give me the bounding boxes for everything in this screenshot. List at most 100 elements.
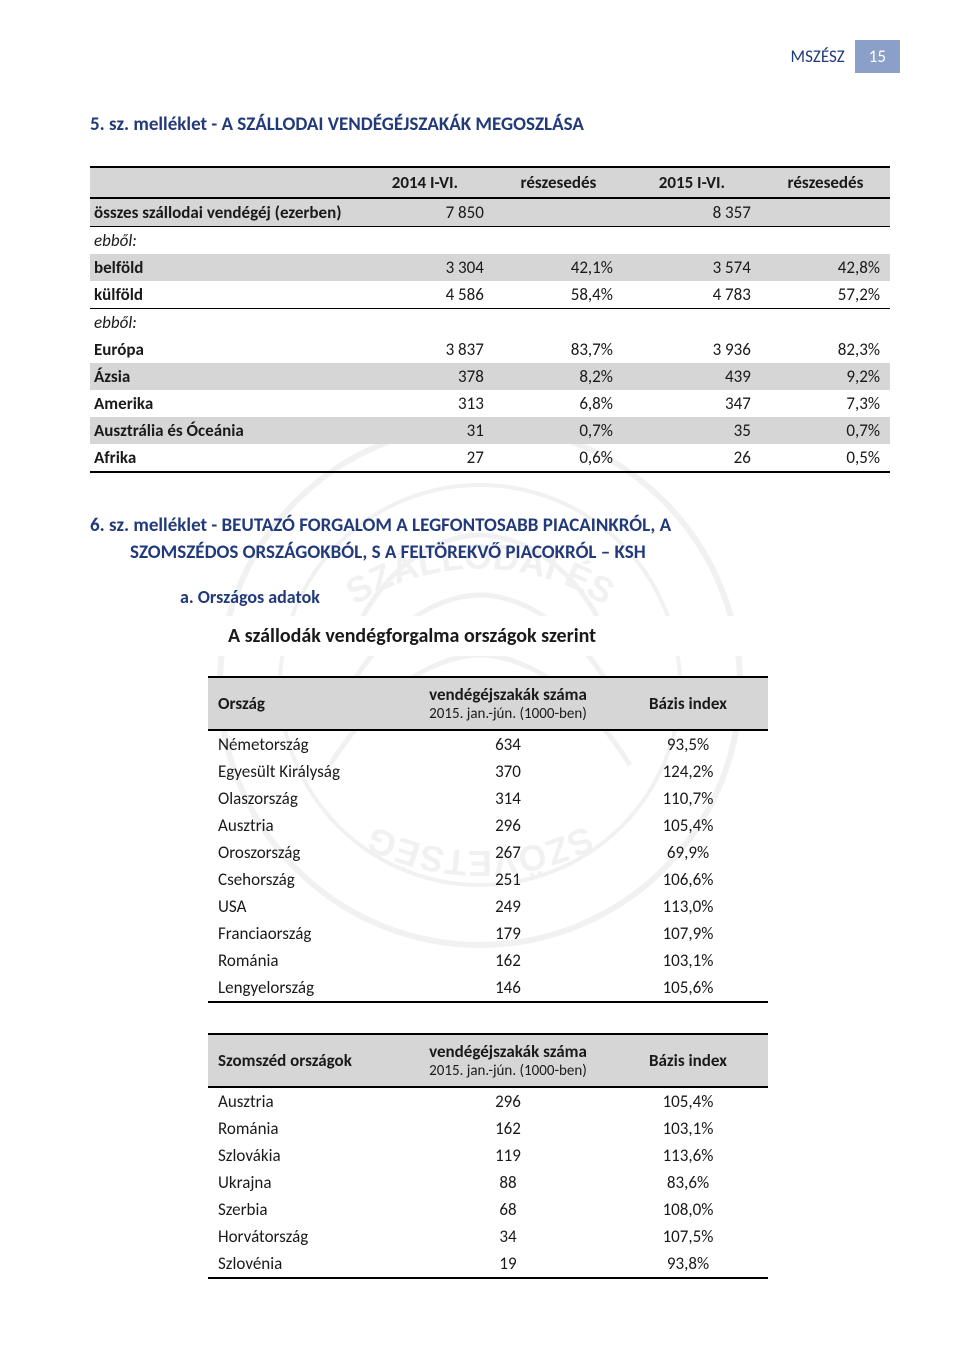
index-value: 107,5%: [608, 1223, 768, 1250]
header-page-number: 15: [855, 40, 900, 73]
country-label: Oroszország: [208, 839, 408, 866]
nights-value: 34: [408, 1223, 608, 1250]
col-share2: részesedés: [761, 167, 890, 198]
neighbor-label: Szerbia: [208, 1196, 408, 1223]
neighbor-label: Horvátország: [208, 1223, 408, 1250]
cell: 378: [356, 363, 494, 390]
nights-value: 179: [408, 920, 608, 947]
cell: [494, 309, 623, 337]
nights-value: 88: [408, 1169, 608, 1196]
cell: [356, 227, 494, 255]
cell: 27: [356, 444, 494, 472]
index-value: 83,6%: [608, 1169, 768, 1196]
cell: [356, 309, 494, 337]
header-label: MSZÉSZ: [791, 40, 855, 73]
index-value: 113,0%: [608, 893, 768, 920]
cell: 4 586: [356, 281, 494, 309]
row-label: Ausztrália és Óceánia: [90, 417, 356, 444]
cell: 8,2%: [494, 363, 623, 390]
country-label: Németország: [208, 730, 408, 758]
country-label: USA: [208, 893, 408, 920]
cell: 3 837: [356, 336, 494, 363]
neighbor-label: Szlovénia: [208, 1250, 408, 1278]
row-label: ebből:: [90, 227, 356, 255]
cell: 57,2%: [761, 281, 890, 309]
table-distribution: 2014 I-VI. részesedés 2015 I-VI. részese…: [90, 166, 890, 473]
t3-h3: Bázis index: [608, 1034, 768, 1087]
cell: 31: [356, 417, 494, 444]
cell: 7 850: [356, 198, 494, 227]
t2-h1: Ország: [208, 677, 408, 730]
section-6-title: 6. sz. melléklet - BEUTAZÓ FORGALOM A LE…: [90, 513, 900, 566]
t3-h1: Szomszéd országok: [208, 1034, 408, 1087]
nights-value: 634: [408, 730, 608, 758]
cell: 347: [623, 390, 761, 417]
cell: 6,8%: [494, 390, 623, 417]
col-2015: 2015 I-VI.: [623, 167, 761, 198]
index-value: 105,4%: [608, 1087, 768, 1115]
nights-value: 19: [408, 1250, 608, 1278]
cell: 83,7%: [494, 336, 623, 363]
cell: 0,5%: [761, 444, 890, 472]
neighbor-label: Ukrajna: [208, 1169, 408, 1196]
row-label: Európa: [90, 336, 356, 363]
cell: [623, 309, 761, 337]
cell: 8 357: [623, 198, 761, 227]
index-value: 93,5%: [608, 730, 768, 758]
cell: 42,1%: [494, 254, 623, 281]
cell: [761, 198, 890, 227]
cell: 3 304: [356, 254, 494, 281]
country-label: Olaszország: [208, 785, 408, 812]
cell: 7,3%: [761, 390, 890, 417]
cell: 58,4%: [494, 281, 623, 309]
section-6a-title: a. Országos adatok: [180, 586, 900, 608]
index-value: 124,2%: [608, 758, 768, 785]
cell: 82,3%: [761, 336, 890, 363]
index-value: 108,0%: [608, 1196, 768, 1223]
country-label: Románia: [208, 947, 408, 974]
nights-value: 146: [408, 974, 608, 1002]
nights-value: 314: [408, 785, 608, 812]
neighbor-label: Románia: [208, 1115, 408, 1142]
row-label: Ázsia: [90, 363, 356, 390]
nights-value: 251: [408, 866, 608, 893]
cell: 0,7%: [761, 417, 890, 444]
cell: [494, 198, 623, 227]
row-label: Amerika: [90, 390, 356, 417]
nights-value: 162: [408, 947, 608, 974]
cell: 26: [623, 444, 761, 472]
section-5-title: 5. sz. melléklet - A SZÁLLODAI VENDÉGÉJS…: [90, 113, 900, 136]
page-header: MSZÉSZ 15: [90, 40, 900, 73]
nights-value: 249: [408, 893, 608, 920]
nights-value: 370: [408, 758, 608, 785]
nights-value: 162: [408, 1115, 608, 1142]
cell: 4 783: [623, 281, 761, 309]
index-value: 106,6%: [608, 866, 768, 893]
country-label: Egyesült Királyság: [208, 758, 408, 785]
index-value: 105,6%: [608, 974, 768, 1002]
nights-value: 119: [408, 1142, 608, 1169]
index-value: 103,1%: [608, 1115, 768, 1142]
neighbor-label: Ausztria: [208, 1087, 408, 1115]
row-label: ebből:: [90, 309, 356, 337]
index-value: 105,4%: [608, 812, 768, 839]
nights-value: 296: [408, 1087, 608, 1115]
cell: 313: [356, 390, 494, 417]
row-label: belföld: [90, 254, 356, 281]
index-value: 110,7%: [608, 785, 768, 812]
cell: [623, 227, 761, 255]
cell: 0,6%: [494, 444, 623, 472]
table-2-title: A szállodák vendégforgalma országok szer…: [208, 616, 768, 656]
t2-h2: vendégéjszakák száma 2015. jan.-jún. (10…: [408, 677, 608, 730]
cell: 9,2%: [761, 363, 890, 390]
col-2014: 2014 I-VI.: [356, 167, 494, 198]
country-label: Csehország: [208, 866, 408, 893]
cell: 3 936: [623, 336, 761, 363]
row-label: összes szállodai vendégéj (ezerben): [90, 198, 356, 227]
index-value: 113,6%: [608, 1142, 768, 1169]
t3-h2: vendégéjszakák száma 2015. jan.-jún. (10…: [408, 1034, 608, 1087]
table-countries: Ország vendégéjszakák száma 2015. jan.-j…: [208, 676, 768, 1003]
index-value: 107,9%: [608, 920, 768, 947]
country-label: Ausztria: [208, 812, 408, 839]
row-label: Afrika: [90, 444, 356, 472]
